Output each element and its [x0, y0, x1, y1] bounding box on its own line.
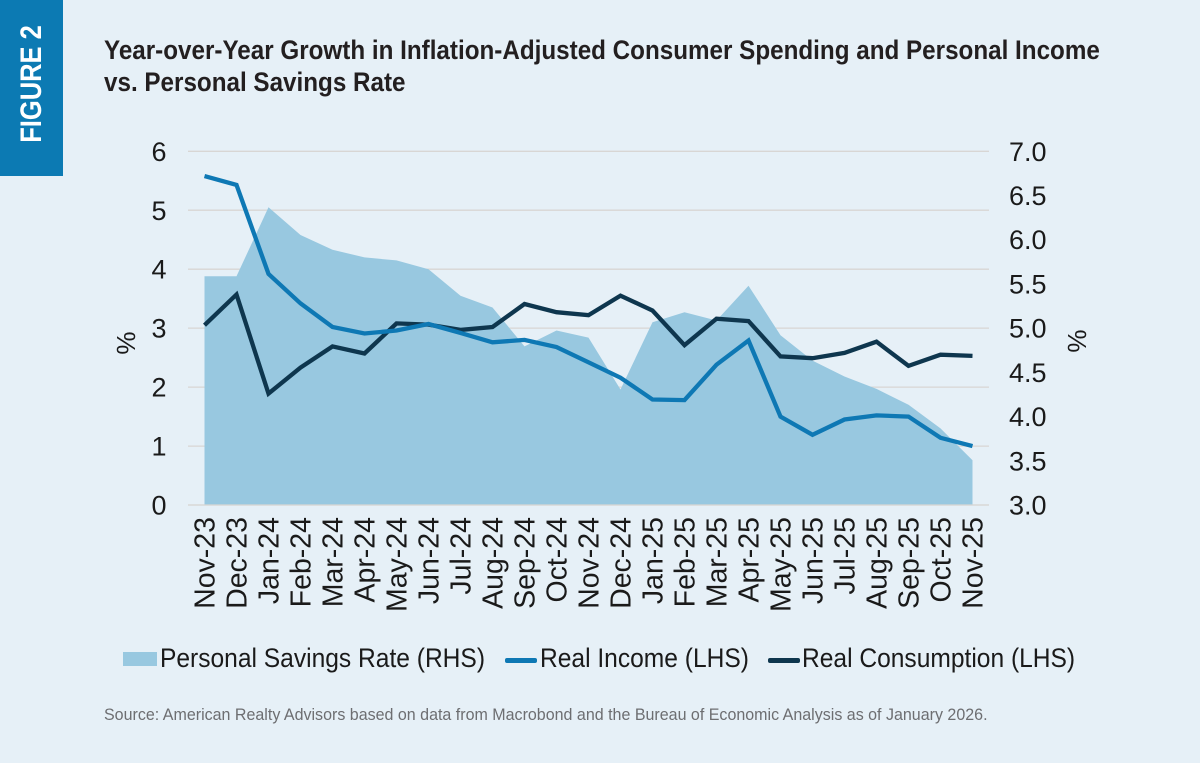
- svg-text:6: 6: [151, 137, 166, 167]
- svg-text:Nov-25: Nov-25: [957, 517, 989, 609]
- svg-text:3.5: 3.5: [1009, 446, 1047, 476]
- svg-text:6.0: 6.0: [1009, 225, 1047, 255]
- svg-text:Dec-23: Dec-23: [221, 517, 253, 609]
- svg-text:Dec-24: Dec-24: [605, 517, 637, 609]
- svg-text:Jan-24: Jan-24: [253, 517, 285, 604]
- svg-text:Aug-24: Aug-24: [477, 517, 509, 609]
- svg-text:May-25: May-25: [765, 517, 797, 612]
- svg-text:7.0: 7.0: [1009, 137, 1047, 167]
- svg-text:Jun-25: Jun-25: [797, 517, 829, 604]
- svg-text:Nov-24: Nov-24: [573, 517, 605, 609]
- svg-text:4: 4: [151, 255, 166, 285]
- svg-text:Oct-24: Oct-24: [541, 517, 573, 603]
- svg-text:1: 1: [151, 432, 166, 462]
- svg-text:Mar-24: Mar-24: [317, 517, 349, 607]
- svg-text:2: 2: [151, 373, 166, 403]
- svg-text:5.0: 5.0: [1009, 314, 1047, 344]
- svg-text:Apr-25: Apr-25: [733, 517, 765, 603]
- svg-text:Sep-25: Sep-25: [893, 517, 925, 609]
- svg-text:0: 0: [151, 491, 166, 521]
- svg-text:5.5: 5.5: [1009, 269, 1047, 299]
- svg-text:6.5: 6.5: [1009, 181, 1047, 211]
- svg-text:Nov-23: Nov-23: [189, 517, 221, 609]
- svg-text:5: 5: [151, 196, 166, 226]
- svg-text:4.0: 4.0: [1009, 402, 1047, 432]
- svg-text:%: %: [1062, 329, 1092, 352]
- svg-text:Mar-25: Mar-25: [701, 517, 733, 607]
- svg-text:May-24: May-24: [381, 517, 413, 612]
- svg-text:Feb-24: Feb-24: [285, 517, 317, 607]
- svg-text:Jun-24: Jun-24: [413, 517, 445, 604]
- svg-text:Feb-25: Feb-25: [669, 517, 701, 607]
- svg-text:%: %: [111, 331, 141, 354]
- svg-text:Jan-25: Jan-25: [637, 517, 669, 604]
- svg-text:3: 3: [151, 314, 166, 344]
- svg-text:Sep-24: Sep-24: [509, 517, 541, 609]
- svg-text:3.0: 3.0: [1009, 491, 1047, 521]
- svg-text:Jul-24: Jul-24: [445, 517, 477, 595]
- svg-text:Aug-25: Aug-25: [861, 517, 893, 609]
- svg-text:Apr-24: Apr-24: [349, 517, 381, 603]
- svg-text:4.5: 4.5: [1009, 358, 1047, 388]
- svg-text:Oct-25: Oct-25: [925, 517, 957, 603]
- svg-text:Jul-25: Jul-25: [829, 517, 861, 595]
